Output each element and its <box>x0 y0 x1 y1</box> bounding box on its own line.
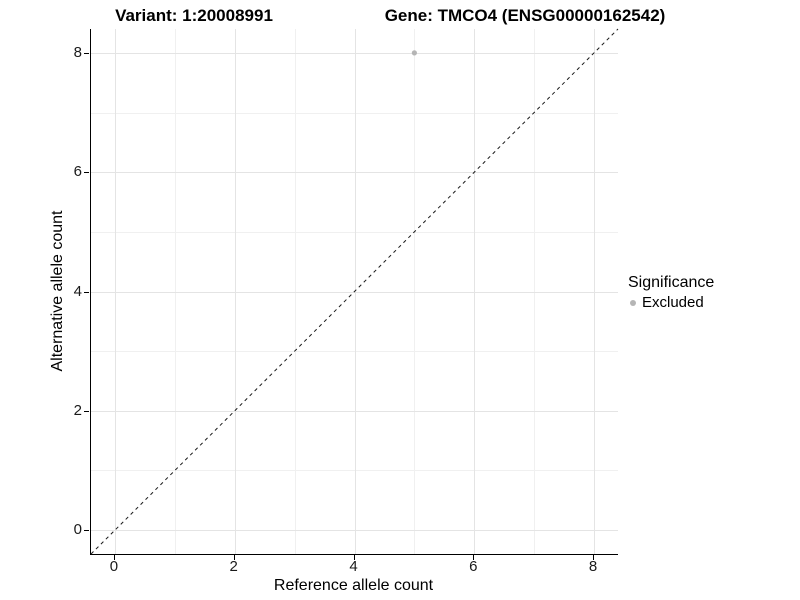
horizontal-gridline <box>91 351 618 352</box>
plot-svg-layer <box>90 28 619 555</box>
y-tick-label: 0 <box>73 521 82 539</box>
gene-title: Gene: TMCO4 (ENSG00000162542) <box>384 6 666 25</box>
horizontal-gridline <box>91 470 618 471</box>
x-tick-mark <box>233 555 235 560</box>
x-tick-label: 4 <box>349 558 358 575</box>
horizontal-gridline <box>91 292 618 293</box>
vertical-gridline <box>175 29 176 554</box>
horizontal-gridline <box>91 53 618 54</box>
y-tick-label: 6 <box>73 163 82 181</box>
horizontal-gridline <box>91 411 618 412</box>
vertical-gridline <box>355 29 356 554</box>
x-tick-mark <box>353 555 355 560</box>
x-axis-title: Reference allele count <box>273 577 434 594</box>
data-point <box>411 50 417 56</box>
identity-line <box>90 28 619 555</box>
y-tick-label: 2 <box>73 401 82 419</box>
horizontal-gridline <box>91 530 618 531</box>
y-tick-label: 8 <box>73 43 82 61</box>
vertical-gridline <box>295 29 296 554</box>
horizontal-gridline <box>91 232 618 233</box>
plot-panel <box>90 28 619 555</box>
y-tick-mark <box>84 291 89 293</box>
x-tick-mark <box>113 555 115 560</box>
y-axis-title: Alternative allele count <box>49 210 66 372</box>
x-tick-label: 8 <box>588 558 598 575</box>
legend-item-label: Excluded <box>642 294 704 311</box>
vertical-gridline <box>594 29 595 554</box>
vertical-gridline <box>474 29 475 554</box>
legend-item-excluded: Excluded <box>628 294 714 312</box>
x-tick-mark <box>593 555 595 560</box>
horizontal-gridline <box>91 172 618 173</box>
variant-title: Variant: 1:20008991 <box>115 6 273 25</box>
x-tick-label: 2 <box>229 558 238 575</box>
y-tick-mark <box>84 410 89 412</box>
legend: Significance Excluded <box>628 273 714 312</box>
vertical-gridline <box>534 29 535 554</box>
y-tick-mark <box>84 172 89 174</box>
vertical-gridline <box>235 29 236 554</box>
x-tick-label: 6 <box>469 558 478 575</box>
x-tick-label: 0 <box>109 558 119 575</box>
vertical-gridline <box>115 29 116 554</box>
vertical-gridline <box>414 29 415 554</box>
y-tick-mark <box>84 52 89 54</box>
excluded-point-icon <box>630 300 636 306</box>
y-tick-mark <box>84 530 89 532</box>
y-tick-label: 4 <box>73 282 82 300</box>
x-tick-mark <box>473 555 475 560</box>
horizontal-gridline <box>91 113 618 114</box>
legend-title: Significance <box>628 274 715 291</box>
